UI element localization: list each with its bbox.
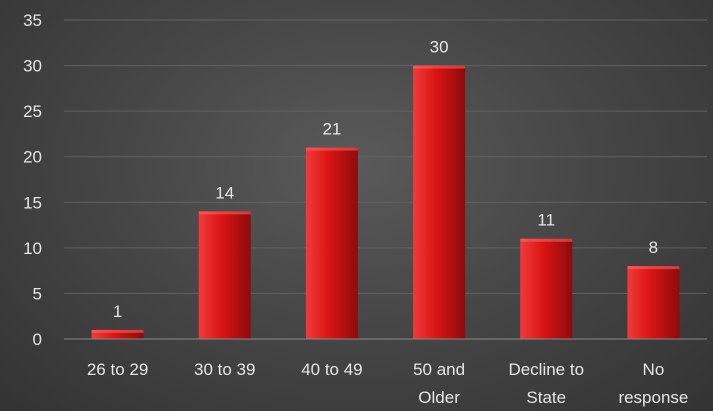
y-tick-label: 15 (23, 193, 42, 212)
bar (413, 65, 466, 340)
x-tick-label: Decline to State (508, 360, 584, 407)
bar-highlight (520, 238, 573, 242)
data-label: 1 (113, 302, 122, 321)
bar (627, 266, 680, 339)
bar (305, 147, 358, 339)
y-tick-label: 30 (23, 57, 42, 76)
y-axis: 0 5 10 15 20 25 30 35 (23, 11, 42, 349)
bar-highlight (91, 329, 144, 333)
data-label: 14 (215, 183, 234, 202)
data-label: 11 (537, 211, 555, 230)
x-tick-label: 30 to 39 (194, 360, 255, 379)
bar-highlight (305, 147, 358, 151)
y-tick-label: 35 (23, 11, 42, 30)
data-labels: 1 14 21 30 11 8 (113, 38, 658, 321)
x-tick-label: 50 and Older (413, 360, 465, 407)
data-label: 21 (322, 120, 341, 139)
data-label: 30 (430, 38, 449, 57)
bar (198, 211, 251, 339)
bar (520, 238, 573, 339)
bar-highlight (413, 65, 466, 69)
y-tick-label: 10 (23, 239, 42, 258)
bar (91, 329, 144, 339)
gridlines (64, 19, 707, 294)
x-tick-label: 26 to 29 (87, 360, 148, 379)
x-tick-label: 40 to 49 (301, 360, 362, 379)
x-axis: 26 to 29 30 to 39 40 to 49 50 and Older Decli… (64, 338, 707, 407)
bar-highlight (627, 266, 680, 270)
bars (91, 65, 680, 340)
y-tick-label: 25 (23, 102, 42, 121)
y-tick-label: 5 (33, 284, 42, 303)
y-tick-label: 20 (23, 148, 42, 167)
y-tick-label: 0 (33, 330, 42, 349)
bar-highlight (198, 211, 251, 215)
data-label: 8 (649, 238, 658, 257)
x-tick-label: No response (618, 360, 688, 407)
